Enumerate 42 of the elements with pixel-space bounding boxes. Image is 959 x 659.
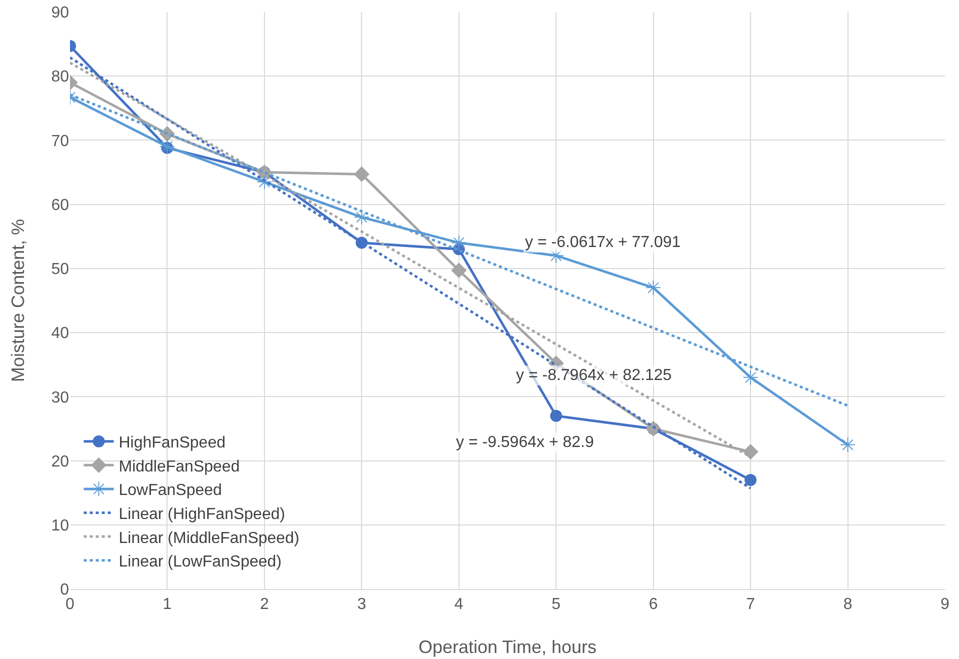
y-tick-label: 60 [51,196,70,214]
x-tick-label: 3 [357,596,366,614]
point [742,370,758,386]
legend-label: MiddleFanSpeed [118,458,240,476]
annotation: y = -9.5964x + 82.9 [456,434,594,451]
x-tick-label: 9 [940,596,950,614]
x-tick-label: 8 [843,596,852,614]
legend-label: HighFanSpeed [118,434,226,452]
y-tick-label: 20 [51,453,70,470]
point [354,166,370,182]
point [451,262,467,278]
legend-label: Linear (MiddleFanSpeed) [118,530,300,547]
legend-label: Linear (LowFanSpeed) [118,554,282,571]
point [354,209,370,225]
point [742,444,758,460]
point [256,174,272,190]
legend-label: Linear (HighFanSpeed) [118,506,286,523]
x-tick-label: 1 [162,596,172,614]
annotation: y = -6.0617x + 77.091 [525,234,681,251]
point [840,437,856,452]
x-tick-label: 2 [260,596,269,614]
y-tick-label: 40 [51,325,70,342]
point [160,138,175,154]
legend-label: LowFanSpeed [118,482,222,500]
point [744,474,757,486]
annotation: y = -8.7964x + 82.125 [516,367,672,384]
y-tick-label: 30 [51,389,70,406]
x-tick-label: 5 [552,596,561,614]
y-axis-title: Moisture Content, % [8,218,28,382]
point [646,280,662,296]
y-tick-label: 90 [51,4,70,22]
y-tick-label: 70 [51,132,70,150]
point [451,235,467,250]
point [550,410,562,422]
y-tick-label: 0 [60,582,70,599]
y-tick-label: 50 [51,261,70,278]
x-tick-label: 4 [454,596,464,614]
x-tick-label: 7 [746,596,756,614]
y-tick-label: 80 [51,68,70,86]
y-tick-label: 10 [51,517,70,534]
x-tick-label: 6 [648,596,658,614]
x-axis-title: Operation Time, hours [418,637,597,657]
